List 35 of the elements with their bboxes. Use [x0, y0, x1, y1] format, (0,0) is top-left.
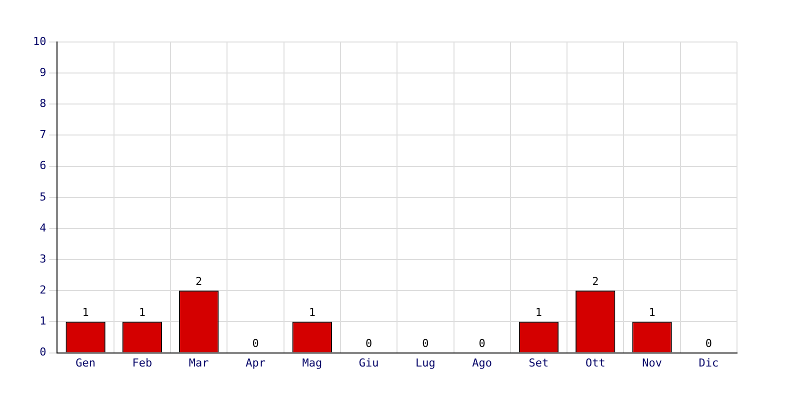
- data-label: 1: [138, 306, 146, 320]
- x-tick-label: Mar: [188, 356, 210, 370]
- y-tick-label: 1: [40, 314, 46, 328]
- y-tick-label: 0: [40, 346, 46, 359]
- y-tick-label: 6: [40, 159, 46, 172]
- x-tick-label: Ago: [472, 356, 492, 370]
- y-tick-label: 10: [32, 34, 46, 48]
- x-tick-label: Feb: [132, 356, 152, 370]
- x-tick-label: Gen: [76, 356, 96, 370]
- y-tick-label: 2: [40, 284, 46, 296]
- x-tick-label: Mag: [302, 356, 322, 370]
- data-label: 2: [592, 275, 599, 288]
- x-tick-label: Set: [528, 356, 549, 370]
- data-label: 1: [308, 306, 316, 320]
- x-tick-label: Nov: [642, 356, 662, 370]
- data-label: 1: [82, 306, 89, 320]
- y-tick-label: 3: [40, 252, 46, 266]
- data-label: 0: [478, 337, 486, 350]
- data-label: 0: [422, 337, 429, 350]
- x-tick-label: Apr: [246, 356, 266, 370]
- data-label: 0: [252, 337, 259, 350]
- y-tick-label: 7: [40, 128, 46, 142]
- data-label: 1: [648, 306, 656, 320]
- data-label: 0: [365, 337, 372, 350]
- data-label: 2: [196, 275, 202, 288]
- y-tick-label: 9: [40, 66, 46, 79]
- y-tick-label: 5: [40, 190, 46, 204]
- data-label: 0: [705, 337, 712, 350]
- y-tick-label: 4: [40, 221, 47, 234]
- x-tick-label: Lug: [416, 356, 436, 370]
- x-tick-label: Ott: [585, 356, 606, 370]
- x-tick-label: Giu: [358, 356, 379, 370]
- data-label: 1: [535, 306, 542, 320]
- y-tick-label: 8: [40, 97, 46, 110]
- x-tick-label: Dic: [698, 356, 719, 370]
